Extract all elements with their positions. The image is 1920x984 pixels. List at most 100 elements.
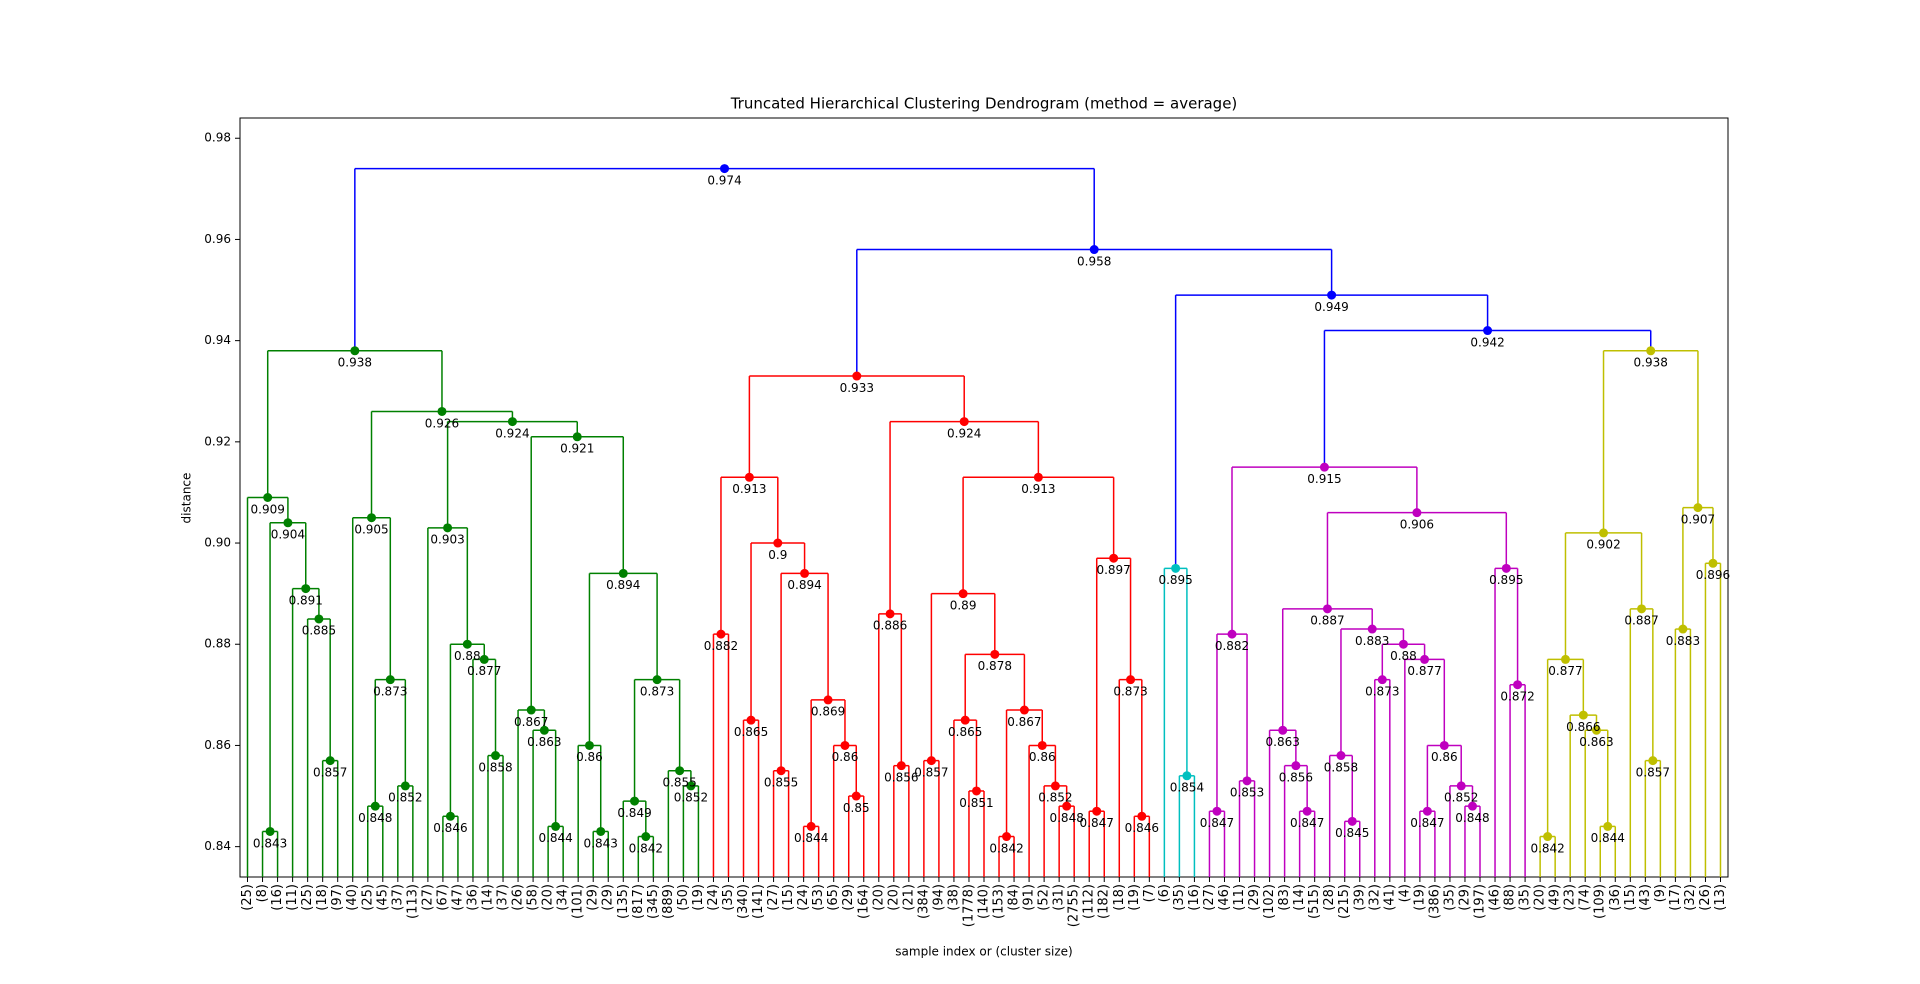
leaf-label: (29) <box>586 884 601 911</box>
node-dot <box>350 346 360 356</box>
leaf-label: (29) <box>601 884 616 911</box>
leaf-label: (9) <box>1653 884 1668 902</box>
node-label: 0.851 <box>959 796 993 810</box>
node-dot <box>641 832 651 842</box>
leaf-label: (26) <box>1698 884 1713 911</box>
node-label: 0.858 <box>1324 760 1358 774</box>
node-label: 0.863 <box>1266 735 1300 749</box>
node-dot <box>851 791 861 801</box>
node-dot <box>1322 604 1332 614</box>
leaf-label: (16) <box>270 884 285 911</box>
node-dot <box>1377 675 1387 685</box>
node-dot <box>971 786 981 796</box>
leaf-label: (50) <box>676 884 691 911</box>
leaf-label: (16) <box>1187 884 1202 911</box>
leaf-label: (41) <box>1382 884 1397 911</box>
leaf-label: (21) <box>901 884 916 911</box>
node-label: 0.905 <box>354 523 388 537</box>
node-label: 0.846 <box>433 821 467 835</box>
node-dot <box>686 781 696 791</box>
node-label: 0.877 <box>1548 664 1582 678</box>
node-dot <box>367 513 377 523</box>
node-dot <box>773 538 783 548</box>
node-label: 0.877 <box>1407 664 1441 678</box>
node-label: 0.878 <box>978 659 1012 673</box>
leaf-label: (91) <box>1022 884 1037 911</box>
node-dot <box>926 756 936 766</box>
node-label: 0.904 <box>271 528 305 542</box>
node-label: 0.903 <box>430 533 464 547</box>
y-tick-label: 0.84 <box>204 839 231 853</box>
node-label: 0.974 <box>707 173 741 187</box>
leaf-label: (25) <box>300 884 315 911</box>
node-label: 0.895 <box>1489 573 1523 587</box>
node-label: 0.882 <box>1215 639 1249 653</box>
node-dot <box>958 589 968 599</box>
node-label: 0.867 <box>514 715 548 729</box>
leaf-label: (153) <box>992 884 1007 919</box>
leaf-label: (11) <box>1232 884 1247 911</box>
leaf-label: (215) <box>1337 884 1352 919</box>
node-label: 0.842 <box>989 841 1023 855</box>
node-label: 0.865 <box>734 725 768 739</box>
node-dot <box>445 811 455 821</box>
node-dot <box>840 740 850 750</box>
node-dot <box>539 725 549 735</box>
node-dot <box>1693 503 1703 513</box>
node-label: 0.958 <box>1077 254 1111 268</box>
leaf-label: (4) <box>1397 884 1412 902</box>
node-label: 0.846 <box>1125 821 1159 835</box>
leaf-label: (97) <box>330 884 345 911</box>
leaf-label: (39) <box>1352 884 1367 911</box>
leaf-label: (35) <box>1442 884 1457 911</box>
node-dot <box>1062 801 1072 811</box>
node-label: 0.913 <box>732 482 766 496</box>
node-label: 0.856 <box>1279 770 1313 784</box>
leaf-label: (46) <box>1217 884 1232 911</box>
leaf-label: (27) <box>420 884 435 911</box>
leaf-label: (8) <box>255 884 270 902</box>
leaf-label: (20) <box>886 884 901 911</box>
node-dot <box>652 675 662 685</box>
leaf-label: (58) <box>526 884 541 911</box>
node-dot <box>1019 705 1029 715</box>
node-dot <box>1708 558 1718 568</box>
node-label: 0.913 <box>1021 482 1055 496</box>
leaf-label: (817) <box>631 884 646 919</box>
y-tick-label: 0.90 <box>204 536 231 550</box>
node-dot <box>491 751 501 761</box>
leaf-label: (13) <box>1713 884 1728 911</box>
node-label: 0.894 <box>787 578 821 592</box>
node-dot <box>551 821 561 831</box>
y-tick-label: 0.88 <box>204 637 231 651</box>
node-dot <box>437 406 447 416</box>
node-label: 0.921 <box>560 442 594 456</box>
node-dot <box>1227 629 1237 639</box>
node-dot <box>1033 472 1043 482</box>
node-dot <box>823 695 833 705</box>
node-label: 0.886 <box>873 619 907 633</box>
leaf-label: (1778) <box>961 884 976 927</box>
node-dot <box>1398 639 1408 649</box>
leaf-label: (83) <box>1277 884 1292 911</box>
node-dot <box>1037 740 1047 750</box>
node-label: 0.882 <box>704 639 738 653</box>
node-dot <box>507 417 517 427</box>
leaf-label: (7) <box>1142 884 1157 902</box>
node-label: 0.848 <box>1455 811 1489 825</box>
node-label: 0.866 <box>1566 720 1600 734</box>
node-dot <box>746 715 756 725</box>
leaf-label: (47) <box>450 884 465 911</box>
node-label: 0.85 <box>843 801 870 815</box>
node-dot <box>596 826 606 836</box>
node-dot <box>1089 245 1099 255</box>
node-label: 0.857 <box>313 765 347 779</box>
node-dot <box>720 164 730 174</box>
node-dot <box>1439 740 1449 750</box>
leaf-label: (109) <box>1593 884 1608 919</box>
node-dot <box>1242 776 1252 786</box>
node-label: 0.88 <box>1390 649 1417 663</box>
leaf-label: (40) <box>345 884 360 911</box>
node-label: 0.857 <box>914 765 948 779</box>
node-dot <box>1291 761 1301 771</box>
